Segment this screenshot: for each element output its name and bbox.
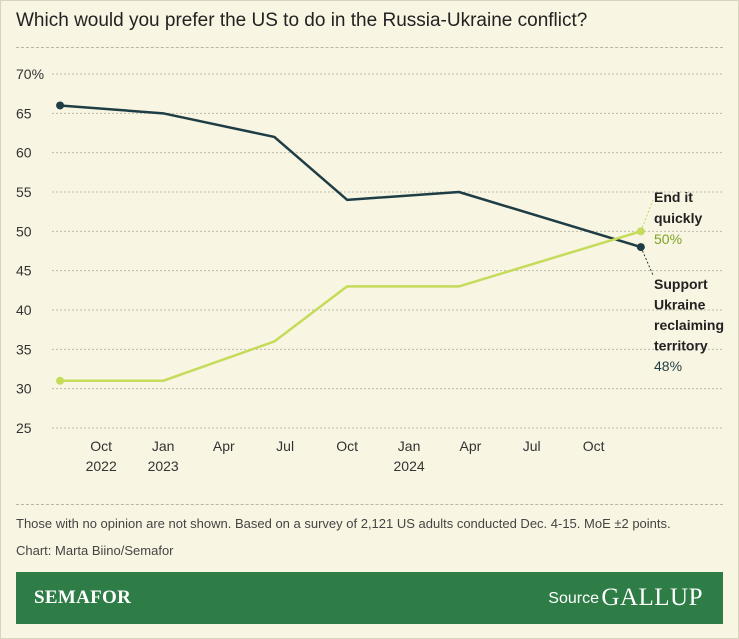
footnote: Those with no opinion are not shown. Bas…	[16, 516, 671, 531]
x-tick-label: Jan	[398, 438, 421, 454]
footer-bar: SEMAFOR Source GALLUP	[16, 572, 723, 624]
notes-divider	[16, 504, 723, 505]
data-point	[56, 101, 65, 110]
x-tick-label: Jan	[152, 438, 175, 454]
title-divider	[16, 47, 723, 48]
x-tick-label: Jul	[276, 438, 294, 454]
y-tick-label: 65	[16, 105, 32, 121]
support-series-name: Support	[654, 276, 708, 292]
x-tick-year: 2024	[394, 458, 425, 474]
y-tick-label: 55	[16, 184, 32, 200]
y-tick-label: 40	[16, 302, 32, 318]
y-tick-label: 25	[16, 420, 32, 436]
y-tick-label: 50	[16, 223, 32, 239]
support-series-name: Ukraine	[654, 297, 706, 313]
x-tick-label: Apr	[459, 438, 481, 454]
y-tick-label: 60	[16, 145, 32, 161]
end-series-name: End it	[654, 189, 693, 205]
y-tick-label: 70%	[16, 66, 44, 82]
end-series-value: 50%	[654, 231, 682, 247]
support-series-name: territory	[654, 338, 708, 354]
y-tick-label: 30	[16, 381, 32, 397]
support-series-line	[59, 104, 642, 249]
semafor-logo[interactable]: SEMAFOR	[34, 587, 132, 608]
chart-title: Which would you prefer the US to do in t…	[16, 10, 588, 31]
y-tick-label: 35	[16, 341, 32, 357]
credit-line: Chart: Marta Biino/Semafor	[16, 543, 174, 558]
y-tick-label: 45	[16, 263, 32, 279]
support-label-leader	[640, 246, 654, 276]
x-tick-label: Oct	[90, 438, 112, 454]
line-chart: 70% 65 60 55 50 45 40 35 30 25 Oct 2022 Jan 2023 Apr Ju…	[16, 66, 724, 474]
support-series-value: 48%	[654, 358, 682, 374]
x-tick-label: Oct	[583, 438, 605, 454]
source-label: Source	[548, 590, 599, 607]
x-tick-label: Apr	[213, 438, 235, 454]
x-tick-label: Oct	[336, 438, 358, 454]
end-series-line	[60, 230, 642, 383]
end-label-leader	[640, 199, 654, 232]
x-tick-year: 2022	[86, 458, 117, 474]
data-point	[56, 376, 65, 385]
support-series-name: reclaiming	[654, 317, 724, 333]
end-series-name: quickly	[654, 210, 702, 226]
x-tick-year: 2023	[148, 458, 179, 474]
x-tick-label: Jul	[523, 438, 541, 454]
gallup-logo[interactable]: GALLUP	[601, 584, 703, 611]
